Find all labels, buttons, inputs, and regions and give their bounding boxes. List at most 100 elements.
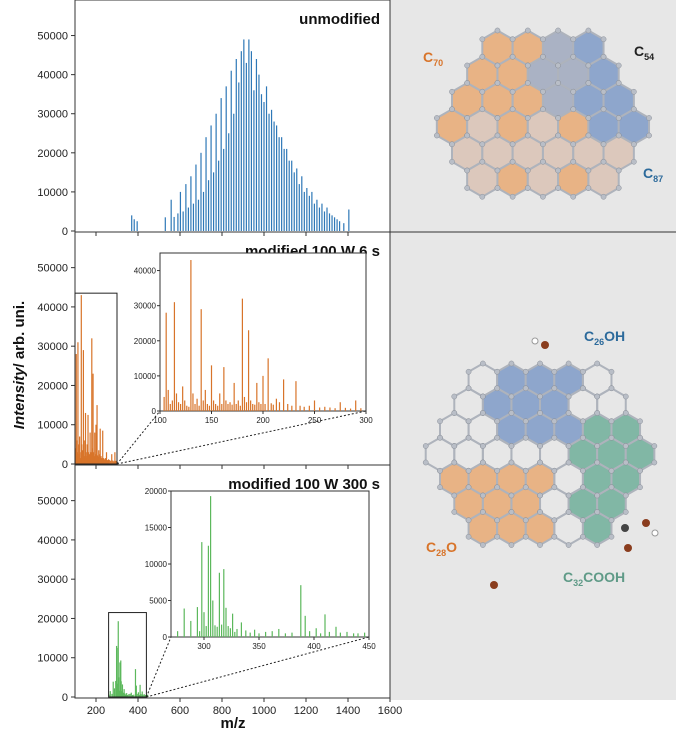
atom <box>464 80 471 86</box>
inset-bar <box>256 382 258 411</box>
y-tick-label: 50000 <box>37 496 68 508</box>
inset-bar <box>196 607 198 637</box>
bar <box>220 98 222 231</box>
y-tick-label: 20000 <box>37 613 68 625</box>
bar <box>115 680 117 697</box>
inset-bar <box>201 542 203 637</box>
atom <box>540 158 546 165</box>
bar <box>100 456 102 464</box>
bar <box>308 195 310 231</box>
atom <box>494 27 501 34</box>
zoom-box <box>74 292 118 465</box>
inset-bar <box>245 630 247 637</box>
inset-bar <box>275 398 277 411</box>
bar <box>98 450 100 464</box>
bar <box>235 59 237 231</box>
inset-bar <box>329 407 331 411</box>
atom <box>555 167 561 174</box>
plot-frame <box>74 0 391 233</box>
atom <box>540 36 546 43</box>
atom <box>565 459 572 466</box>
hydrogen-atom <box>651 529 659 537</box>
atom <box>580 368 586 375</box>
bar <box>142 694 144 697</box>
zoom-connector <box>145 636 172 698</box>
bar <box>268 113 270 231</box>
bar <box>97 456 99 464</box>
label-c32cooh: C32COOH <box>563 569 625 588</box>
atom <box>631 106 637 113</box>
bar <box>117 621 119 697</box>
atom <box>479 88 486 95</box>
inset-bar <box>324 614 326 637</box>
bar <box>113 688 116 697</box>
bar <box>121 684 124 697</box>
atom <box>565 509 572 515</box>
inset-bar <box>237 400 239 411</box>
atom <box>622 443 629 449</box>
y-tick-label: 10000 <box>37 653 68 665</box>
bar <box>138 695 140 697</box>
bar <box>263 102 265 231</box>
y-tick-label: 30000 <box>37 341 68 353</box>
bar <box>131 215 133 231</box>
atom <box>537 410 543 416</box>
atom <box>494 80 501 86</box>
inset-bar <box>221 403 223 411</box>
atom <box>465 385 472 392</box>
atom <box>433 115 440 121</box>
y-tick-label: 40000 <box>37 70 68 82</box>
inset-bar <box>235 403 237 411</box>
atom <box>479 158 486 165</box>
inset-bar <box>270 403 272 411</box>
bar <box>112 460 114 464</box>
atom <box>631 141 637 148</box>
ring <box>467 510 499 547</box>
inset-x-tick-label: 400 <box>307 642 321 651</box>
bar <box>109 460 111 464</box>
atom <box>464 132 471 139</box>
atom <box>537 542 543 548</box>
atom <box>480 492 486 499</box>
bar <box>108 459 110 464</box>
bar <box>228 133 230 231</box>
inset-frame <box>170 490 370 638</box>
atom <box>480 459 486 466</box>
bar <box>218 160 220 231</box>
atom <box>551 517 558 524</box>
bar <box>343 223 345 231</box>
inset-bar <box>194 403 196 411</box>
atom <box>608 517 615 524</box>
atom <box>509 158 516 165</box>
bar <box>258 74 260 232</box>
bar <box>125 694 127 697</box>
inset-bar <box>260 403 262 411</box>
atom <box>537 492 543 499</box>
inset-chart: 0 10000 20000 30000 40000 100 150 200 250 300 <box>134 252 373 425</box>
bar <box>298 184 300 231</box>
bar <box>81 450 84 464</box>
atom <box>600 106 607 113</box>
bar <box>225 86 227 231</box>
bar <box>265 86 268 231</box>
atom <box>615 115 622 121</box>
atom <box>637 484 643 491</box>
inset-bar <box>360 408 362 411</box>
inset-x-tick-label: 350 <box>252 642 266 651</box>
atom <box>449 141 455 148</box>
bar <box>185 184 187 231</box>
bar <box>288 160 290 231</box>
atom <box>608 467 615 474</box>
atom <box>537 360 543 367</box>
inset-y-tick-label: 20000 <box>134 337 157 346</box>
atom <box>437 484 443 491</box>
inset-bar <box>249 632 251 637</box>
atom <box>464 62 471 69</box>
atom <box>540 53 546 60</box>
bar <box>164 217 166 231</box>
y-tick-label: 10000 <box>37 420 68 432</box>
atom <box>464 115 471 121</box>
inset-bar <box>324 406 326 411</box>
inset-bar <box>192 393 194 411</box>
